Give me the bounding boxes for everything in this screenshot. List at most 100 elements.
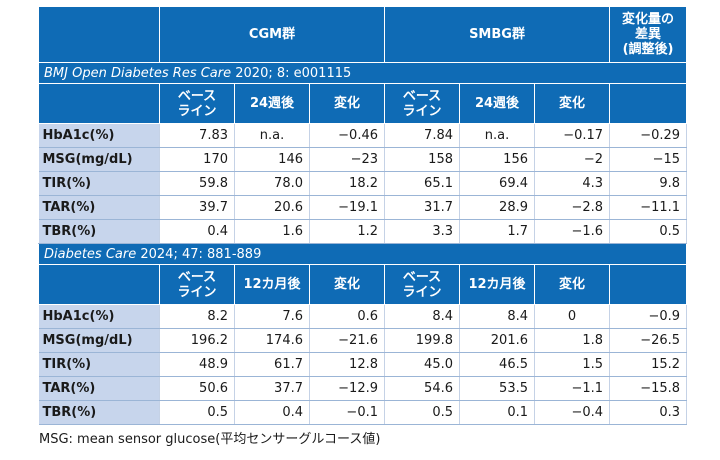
table-cell: 53.5 — [459, 376, 535, 401]
diff-header: 変化量の 差異 (調整後) — [609, 6, 688, 63]
table-cell: 156 — [459, 147, 535, 172]
table-row: HbA1c(%) 8.2 7.6 0.6 8.4 8.4 0 −0.9 — [38, 304, 688, 329]
row-label: TBR(%) — [38, 400, 160, 425]
table-cell: 37.7 — [234, 376, 310, 401]
column-header: 12カ月後 — [459, 264, 535, 305]
study-source-cell: Diabetes Care 2024; 47: 881-889 — [37, 243, 688, 265]
table-cell: −2 — [533, 147, 611, 172]
table-cell: 46.5 — [459, 352, 535, 377]
table-cell: 54.6 — [384, 376, 460, 401]
column-header: 変化 — [533, 264, 611, 305]
table-cell: 61.7 — [234, 352, 310, 377]
table-cell: n.a. — [459, 123, 535, 148]
table-cell: −15 — [609, 147, 688, 172]
table-row: TIR(%) 59.8 78.0 18.2 65.1 69.4 4.3 9.8 — [38, 171, 688, 196]
journal-name: BMJ Open Diabetes Res Care — [44, 65, 232, 81]
column-header: 24週後 — [459, 83, 535, 124]
table-cell: 4.3 — [533, 171, 611, 196]
footnote: MSG: mean sensor glucose(平均センサーグルコース値) — [39, 432, 381, 447]
table-cell: 31.7 — [384, 195, 460, 220]
table-cell: 18.2 — [309, 171, 385, 196]
journal-name: Diabetes Care — [44, 246, 137, 262]
table-cell: −0.4 — [533, 400, 611, 425]
table-cell: 59.8 — [159, 171, 235, 196]
cgm-group-header: CGM群 — [159, 6, 385, 63]
column-header: 12カ月後 — [234, 264, 310, 305]
table-cell: 0 — [533, 304, 611, 329]
table-cell: 0.3 — [609, 400, 688, 425]
table-cell: 45.0 — [384, 352, 460, 377]
column-header: ベース ライン — [384, 83, 460, 124]
smbg-group-header: SMBG群 — [383, 6, 611, 63]
table-cell: −0.17 — [533, 123, 611, 148]
column-header: 変化 — [309, 264, 385, 305]
column-header: 変化 — [309, 83, 385, 124]
row-label: HbA1c(%) — [38, 304, 160, 329]
table-cell: −0.46 — [309, 123, 385, 148]
study-source-row: BMJ Open Diabetes Res Care 2020; 8: e001… — [37, 62, 688, 84]
table-cell: 170 — [159, 147, 235, 172]
table-row: MSG(mg/dL) 196.2 174.6 −21.6 199.8 201.6 1.8 −2… — [38, 328, 688, 353]
row-label: TIR(%) — [38, 352, 160, 377]
table-cell: −1.6 — [533, 219, 611, 244]
column-header-empty — [38, 264, 160, 305]
table-body: CGM群 SMBG群 変化量の 差異 (調整後) BMJ Open Diabet… — [37, 6, 688, 425]
table-cell: 3.3 — [384, 219, 460, 244]
column-header: 24週後 — [234, 83, 310, 124]
table-cell: 0.4 — [234, 400, 310, 425]
table-cell: 1.7 — [459, 219, 535, 244]
table-cell: −0.1 — [309, 400, 385, 425]
row-label: TIR(%) — [38, 171, 160, 196]
table-cell: 20.6 — [234, 195, 310, 220]
column-header: ベース ライン — [159, 83, 235, 124]
column-header-row: ベース ライン 24週後 変化 ベース ライン 24週後 変化 — [38, 83, 688, 124]
table-cell: −11.1 — [609, 195, 688, 220]
table-cell: −0.29 — [609, 123, 688, 148]
table-cell: −2.8 — [533, 195, 611, 220]
row-label: MSG(mg/dL) — [38, 147, 160, 172]
study-source-row: Diabetes Care 2024; 47: 881-889 — [37, 243, 688, 265]
column-header: ベース ライン — [384, 264, 460, 305]
row-label: TBR(%) — [38, 219, 160, 244]
comparison-table-container: CGM群 SMBG群 変化量の 差異 (調整後) BMJ Open Diabet… — [37, 6, 688, 447]
table-cell: 7.84 — [384, 123, 460, 148]
table-cell: −1.1 — [533, 376, 611, 401]
row-label: MSG(mg/dL) — [38, 328, 160, 353]
table-row: TAR(%) 50.6 37.7 −12.9 54.6 53.5 −1.1 −15.8 — [38, 376, 688, 401]
table-cell: n.a. — [234, 123, 310, 148]
table-cell: 39.7 — [159, 195, 235, 220]
table-cell: 7.83 — [159, 123, 235, 148]
table-cell: −12.9 — [309, 376, 385, 401]
table-row: MSG(mg/dL) 170 146 −23 158 156 −2 −15 — [38, 147, 688, 172]
column-header-empty — [38, 83, 160, 124]
table-cell: −19.1 — [309, 195, 385, 220]
table-cell: −21.6 — [309, 328, 385, 353]
table-row: TAR(%) 39.7 20.6 −19.1 31.7 28.9 −2.8 −11.1 — [38, 195, 688, 220]
table-cell: −23 — [309, 147, 385, 172]
table-cell: 69.4 — [459, 171, 535, 196]
table-cell: 158 — [384, 147, 460, 172]
table-cell: 8.4 — [459, 304, 535, 329]
table-cell: 0.5 — [609, 219, 688, 244]
table-cell: 146 — [234, 147, 310, 172]
column-header: ベース ライン — [159, 264, 235, 305]
cgm-vs-smbg-table: CGM群 SMBG群 変化量の 差異 (調整後) BMJ Open Diabet… — [37, 6, 688, 425]
table-cell: 65.1 — [384, 171, 460, 196]
table-row: TIR(%) 48.9 61.7 12.8 45.0 46.5 1.5 15.2 — [38, 352, 688, 377]
table-cell: 201.6 — [459, 328, 535, 353]
table-cell: −0.9 — [609, 304, 688, 329]
row-label: TAR(%) — [38, 195, 160, 220]
table-cell: 48.9 — [159, 352, 235, 377]
table-cell: −15.8 — [609, 376, 688, 401]
citation: 2024; 47: 881-889 — [136, 246, 262, 262]
table-cell: 12.8 — [309, 352, 385, 377]
table-cell: 8.4 — [384, 304, 460, 329]
column-header-row: ベース ライン 12カ月後 変化 ベース ライン 12カ月後 変化 — [38, 264, 688, 305]
table-cell: 0.5 — [384, 400, 460, 425]
table-row: HbA1c(%) 7.83 n.a. −0.46 7.84 n.a. −0.17 −0.29 — [38, 123, 688, 148]
table-row: TBR(%) 0.4 1.6 1.2 3.3 1.7 −1.6 0.5 — [38, 219, 688, 244]
table-cell: 0.1 — [459, 400, 535, 425]
table-cell: 0.4 — [159, 219, 235, 244]
row-label: TAR(%) — [38, 376, 160, 401]
table-cell: 8.2 — [159, 304, 235, 329]
